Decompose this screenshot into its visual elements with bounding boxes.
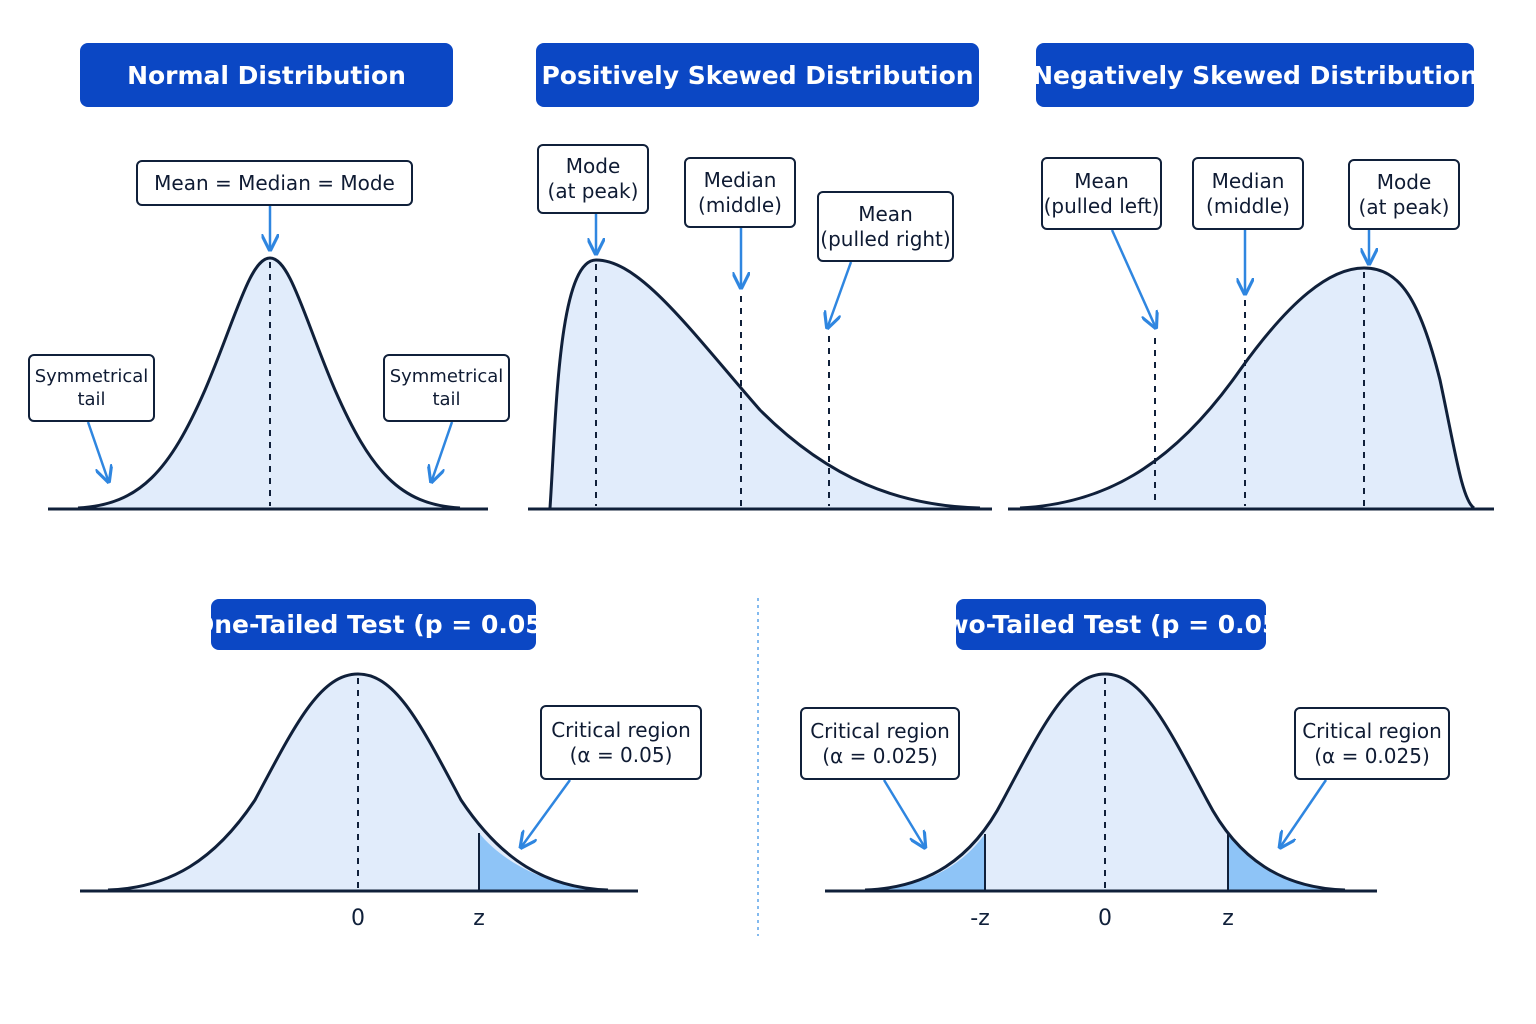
negative-median-line2: (middle) [1206, 193, 1290, 218]
one-tailed-critical-line2: (α = 0.05) [569, 742, 673, 767]
normal-left-tail-callout: Symmetrical tail [28, 354, 155, 422]
one-tailed-tick-zero: 0 [351, 906, 365, 931]
normal-right-tail-arrow [432, 421, 454, 480]
two-tailed-tick-zero: 0 [1098, 906, 1112, 931]
positive-mode-callout: Mode (at peak) [537, 144, 649, 214]
one-tailed-tick-z: z [473, 906, 485, 931]
positive-title: Positively Skewed Distribution [536, 43, 979, 107]
positive-mode-line1: Mode [565, 154, 621, 178]
normal-left-tail-line1: Symmetrical [34, 365, 149, 387]
two-tailed-right-critical-region [1228, 834, 1345, 890]
negative-curve [1019, 266, 1476, 510]
two-tailed-left-critical-line1: Critical region [810, 718, 950, 743]
positive-median-line2: (middle) [698, 192, 782, 217]
negative-mean-line1: Mean [1074, 168, 1129, 193]
negative-mode-callout: Mode (at peak) [1348, 159, 1460, 230]
one-tailed-critical-arrow [522, 779, 572, 846]
positive-panel [528, 214, 992, 511]
positive-curve-fill [550, 260, 980, 508]
one-tailed-curve-fill [108, 674, 608, 890]
one-tailed-critical-callout: Critical region (α = 0.05) [540, 705, 702, 780]
normal-panel [48, 205, 488, 511]
negative-panel [1008, 229, 1494, 511]
negative-mean-callout: Mean (pulled left) [1041, 157, 1162, 230]
two-tailed-right-critical-callout: Critical region (α = 0.025) [1294, 707, 1450, 780]
two-tailed-left-critical-line2: (α = 0.025) [822, 743, 938, 768]
negative-median-callout: Median (middle) [1192, 157, 1304, 230]
negative-mode-line2: (at peak) [1358, 194, 1450, 219]
two-tailed-left-critical-region [865, 834, 985, 890]
normal-curve [77, 256, 461, 510]
positive-mean-line2: (pulled right) [820, 226, 951, 251]
positive-mean-line1: Mean [858, 201, 913, 226]
two-tailed-tick-neg-z: -z [970, 906, 990, 931]
two-tailed-right-arrow [1281, 779, 1328, 846]
negative-mean-line2: (pulled left) [1043, 193, 1160, 218]
negative-title: Negatively Skewed Distribution [1032, 43, 1478, 107]
negative-mode-line1: Mode [1376, 169, 1432, 194]
one-tailed-title: One-Tailed Test (p = 0.05) [193, 599, 554, 650]
positive-mean-callout: Mean (pulled right) [817, 191, 954, 262]
two-tailed-left-critical-callout: Critical region (α = 0.025) [800, 707, 960, 780]
normal-center-callout: Mean = Median = Mode [136, 160, 413, 206]
one-tailed-critical-region [479, 833, 608, 890]
two-tailed-title: Two-Tailed Test (p = 0.05) [931, 599, 1291, 650]
two-tailed-panel [825, 672, 1377, 893]
positive-median-line1: Median [703, 167, 777, 192]
negative-curve-fill [1020, 268, 1474, 508]
two-tailed-tick-z: z [1222, 906, 1234, 931]
two-tailed-right-critical-line2: (α = 0.025) [1314, 743, 1430, 768]
one-tailed-panel [80, 672, 638, 893]
two-tailed-right-critical-line1: Critical region [1302, 718, 1442, 743]
positive-mean-arrow [828, 261, 853, 326]
positive-curve [548, 258, 981, 510]
normal-left-tail-arrow [86, 421, 108, 480]
normal-right-tail-callout: Symmetrical tail [383, 354, 510, 422]
normal-left-tail-line2: tail [77, 389, 106, 410]
normal-right-tail-line1: Symmetrical [389, 365, 504, 387]
positive-median-callout: Median (middle) [684, 157, 796, 228]
one-tailed-critical-line1: Critical region [551, 717, 691, 742]
normal-title: Normal Distribution [80, 43, 453, 107]
negative-median-line1: Median [1211, 168, 1285, 193]
normal-center-text: Mean = Median = Mode [154, 170, 395, 195]
positive-mode-line2: (at peak) [547, 179, 639, 203]
two-tailed-curve [864, 672, 1346, 892]
two-tailed-left-arrow [882, 779, 924, 846]
normal-right-tail-line2: tail [432, 389, 461, 410]
one-tailed-curve [107, 672, 609, 892]
negative-mean-arrow [1110, 229, 1155, 326]
